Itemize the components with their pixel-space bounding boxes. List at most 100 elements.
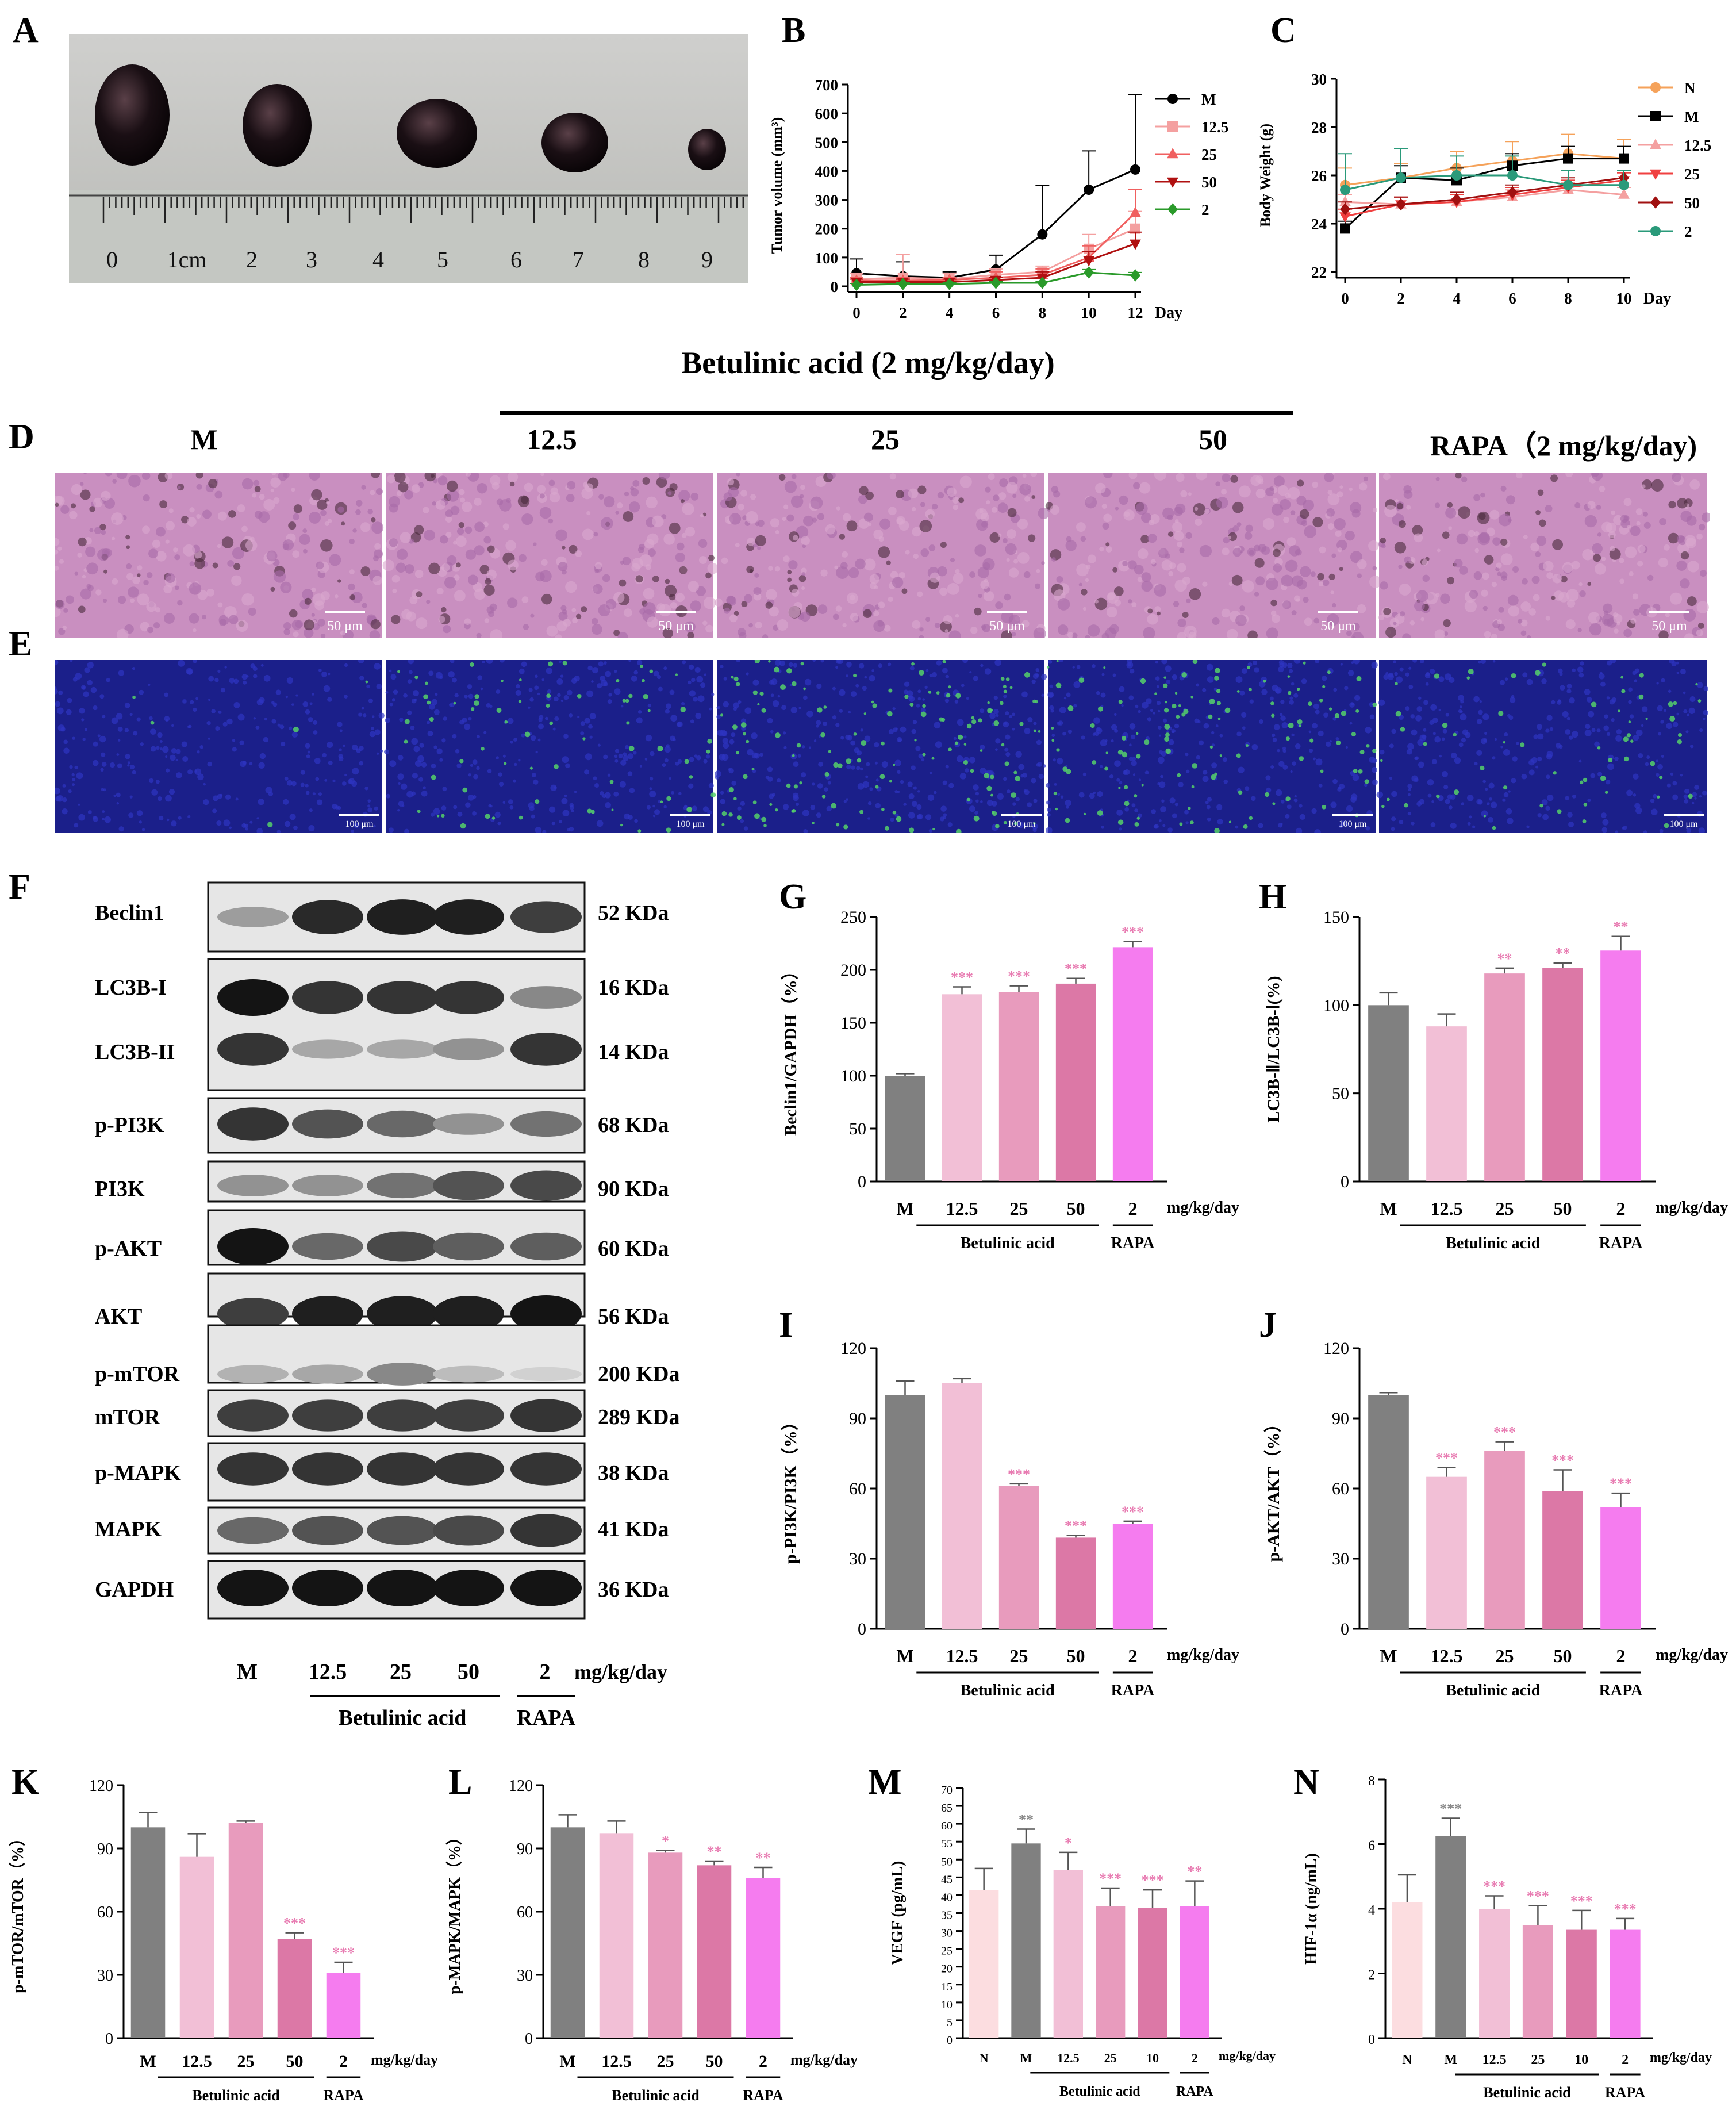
if-nucleus: [519, 668, 525, 674]
if-nucleus: [820, 660, 824, 663]
if-nucleus: [995, 738, 1001, 744]
y-tick-label: 30: [1332, 1549, 1349, 1568]
category-label: 2: [1192, 2051, 1198, 2065]
if-positive-cell: [1356, 676, 1362, 681]
he-cell: [555, 529, 567, 542]
lane-label: M: [237, 1660, 258, 1684]
if-nucleus: [629, 788, 635, 793]
he-cell: [834, 565, 838, 570]
bar: [1600, 950, 1641, 1181]
he-cell: [757, 546, 761, 550]
histology-group-label: RAPA（2 mg/kg/day): [1430, 429, 1697, 462]
he-cell: [911, 507, 916, 512]
he-cell: [1480, 492, 1485, 498]
if-nucleus: [1535, 765, 1539, 769]
category-label: 12.5: [1431, 1198, 1463, 1219]
he-cell: [842, 623, 847, 628]
he-cell: [441, 607, 447, 613]
he-cell: [690, 493, 699, 501]
if-nucleus: [562, 810, 570, 817]
y-tick-label: 400: [815, 163, 839, 180]
if-positive-cell: [1664, 823, 1669, 828]
protein-size-label: 14 KDa: [598, 1040, 669, 1064]
if-nucleus: [76, 772, 83, 780]
if-nucleus: [1680, 774, 1683, 777]
he-cell: [572, 617, 578, 624]
he-cell: [95, 589, 102, 596]
if-nucleus: [1155, 676, 1160, 681]
he-cell: [1031, 495, 1036, 499]
if-nucleus: [1161, 799, 1165, 803]
he-cell: [850, 613, 859, 622]
histology-group-label: M: [190, 423, 218, 455]
he-cell: [78, 605, 86, 613]
if-positive-cell: [1539, 803, 1543, 808]
if-nucleus: [1420, 660, 1424, 663]
if-nucleus: [509, 805, 514, 810]
if-nucleus: [1067, 729, 1073, 734]
if-nucleus: [1129, 723, 1136, 730]
if-nucleus: [1694, 797, 1697, 800]
if-positive-cell: [1065, 818, 1070, 823]
he-cell: [292, 550, 300, 558]
bar: [326, 1973, 361, 2038]
if-nucleus: [920, 707, 926, 713]
protein-size-label: 289 KDa: [598, 1405, 680, 1429]
he-cell: [639, 554, 652, 567]
he-cell: [953, 504, 958, 511]
akt-bar-chart: J0306090120p-AKT/AKT（%）M***12.5***25***5…: [1259, 1306, 1728, 1699]
he-cell: [1560, 576, 1568, 583]
if-nucleus: [510, 741, 514, 744]
if-nucleus: [1271, 733, 1276, 738]
protein-label: mTOR: [95, 1405, 160, 1429]
if-nucleus: [102, 715, 106, 719]
if-positive-cell: [955, 693, 961, 699]
if-positive-cell: [680, 707, 686, 712]
if-nucleus: [1508, 715, 1514, 720]
y-tick-label: 55: [941, 1838, 953, 1850]
he-cell: [920, 548, 930, 557]
if-nucleus: [1057, 758, 1063, 765]
he-cell: [80, 482, 84, 486]
if-nucleus: [1560, 685, 1565, 691]
he-cell: [1038, 507, 1050, 519]
he-cell: [293, 513, 300, 520]
if-nucleus: [944, 699, 950, 703]
if-nucleus: [818, 761, 823, 767]
if-positive-cell: [831, 803, 837, 809]
if-positive-cell: [817, 707, 823, 713]
if-nucleus: [769, 680, 774, 685]
if-nucleus: [918, 753, 924, 759]
y-tick-label: 65: [941, 1802, 953, 1815]
if-nucleus: [215, 726, 220, 731]
he-cell: [337, 506, 344, 513]
if-positive-cell: [888, 688, 893, 693]
he-cell: [311, 587, 316, 592]
category-label: 12.5: [946, 1198, 978, 1219]
if-nucleus: [1287, 662, 1293, 669]
if-nucleus: [1458, 695, 1464, 701]
he-cell: [360, 522, 371, 532]
he-cell: [1406, 505, 1411, 510]
group-label: RAPA: [1111, 1234, 1155, 1252]
if-nucleus: [1024, 789, 1030, 795]
if-nucleus: [148, 778, 154, 784]
if-nucleus: [133, 731, 138, 736]
he-cell: [490, 475, 501, 486]
he-cell: [396, 548, 408, 560]
he-cell: [628, 501, 640, 513]
if-nucleus: [421, 762, 427, 768]
he-cell: [1350, 502, 1362, 514]
he-cell: [981, 521, 988, 528]
if-nucleus: [1393, 660, 1397, 663]
blot-band: [433, 1515, 504, 1546]
if-nucleus: [1626, 789, 1633, 796]
if-nucleus: [211, 709, 216, 713]
if-nucleus: [1347, 670, 1354, 676]
if-nucleus: [398, 801, 404, 807]
if-nucleus: [1282, 749, 1286, 753]
if-nucleus: [66, 709, 72, 715]
y-tick-label: 0: [858, 1620, 866, 1639]
if-nucleus: [93, 741, 98, 747]
